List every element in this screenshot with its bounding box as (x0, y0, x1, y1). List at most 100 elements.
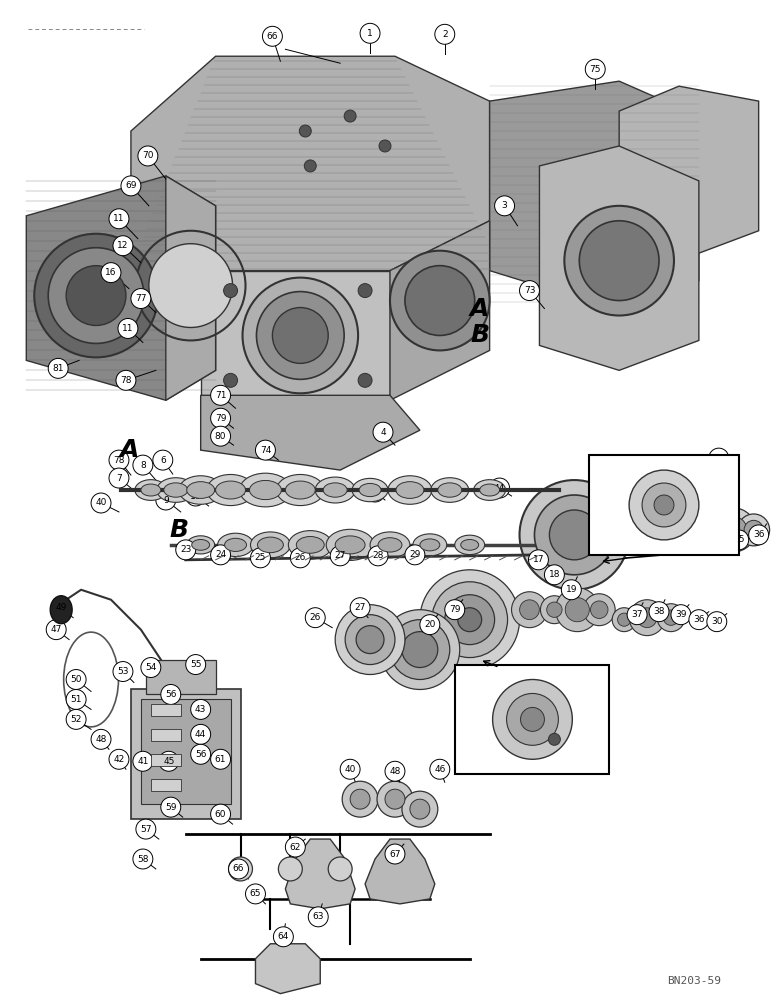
Circle shape (709, 518, 729, 538)
Ellipse shape (315, 477, 355, 503)
Circle shape (161, 797, 181, 817)
Circle shape (46, 620, 66, 640)
Circle shape (579, 221, 659, 301)
Polygon shape (540, 146, 699, 370)
Text: 53: 53 (117, 667, 129, 676)
Text: 19: 19 (566, 585, 577, 594)
Circle shape (627, 605, 647, 625)
Circle shape (153, 450, 173, 470)
Circle shape (676, 520, 692, 536)
Circle shape (642, 483, 686, 527)
Circle shape (101, 263, 121, 283)
Circle shape (385, 761, 405, 781)
Ellipse shape (352, 478, 388, 502)
Circle shape (649, 518, 669, 537)
Circle shape (555, 588, 599, 632)
Text: 4: 4 (380, 428, 386, 437)
Ellipse shape (396, 482, 424, 498)
Text: 78: 78 (120, 376, 132, 385)
Text: 41: 41 (137, 757, 148, 766)
Circle shape (328, 857, 352, 881)
Ellipse shape (249, 480, 281, 500)
Text: 50: 50 (70, 675, 82, 684)
Text: 77: 77 (135, 294, 147, 303)
Text: 8: 8 (140, 461, 146, 470)
Circle shape (561, 580, 581, 600)
Circle shape (738, 514, 770, 546)
Circle shape (544, 565, 564, 585)
Circle shape (191, 699, 211, 719)
Ellipse shape (187, 482, 215, 498)
Circle shape (304, 160, 317, 172)
Text: 40: 40 (344, 765, 356, 774)
Ellipse shape (135, 480, 167, 500)
Circle shape (643, 512, 675, 544)
Text: 26: 26 (310, 613, 321, 622)
Circle shape (529, 550, 548, 570)
Ellipse shape (286, 481, 315, 499)
Text: 36: 36 (753, 530, 764, 539)
Text: 56: 56 (195, 750, 206, 759)
Circle shape (191, 744, 211, 764)
Bar (151, 704, 181, 716)
Text: B: B (470, 323, 489, 347)
Text: 69: 69 (125, 181, 137, 190)
Ellipse shape (258, 537, 283, 553)
Circle shape (493, 680, 572, 759)
Ellipse shape (191, 539, 210, 550)
Text: 64: 64 (278, 932, 289, 941)
Text: 36: 36 (693, 615, 705, 624)
Text: 6: 6 (160, 456, 166, 465)
Circle shape (377, 781, 413, 817)
Text: 11: 11 (113, 214, 125, 223)
Circle shape (520, 600, 540, 620)
Circle shape (66, 689, 86, 709)
Ellipse shape (218, 533, 253, 557)
Bar (146, 660, 215, 694)
Circle shape (245, 884, 266, 904)
Text: 28: 28 (372, 551, 384, 560)
Circle shape (564, 206, 674, 316)
Circle shape (512, 592, 547, 628)
Ellipse shape (370, 532, 410, 558)
Circle shape (654, 495, 674, 515)
Circle shape (589, 515, 609, 535)
Ellipse shape (289, 531, 332, 559)
Circle shape (445, 600, 465, 620)
Circle shape (34, 234, 157, 357)
Ellipse shape (141, 484, 161, 496)
Text: 45: 45 (163, 757, 174, 766)
Text: B: B (169, 518, 188, 542)
Circle shape (350, 789, 370, 809)
Text: 79: 79 (215, 414, 226, 423)
Circle shape (385, 844, 405, 864)
Circle shape (584, 594, 615, 626)
Text: 22: 22 (594, 520, 604, 529)
Circle shape (565, 598, 589, 622)
Text: 57: 57 (140, 825, 151, 834)
Ellipse shape (276, 474, 324, 506)
Circle shape (109, 450, 129, 470)
Text: A: A (470, 297, 489, 321)
Text: 29: 29 (409, 550, 421, 559)
Circle shape (647, 532, 667, 552)
Circle shape (335, 605, 405, 675)
Circle shape (691, 510, 726, 546)
Circle shape (698, 517, 720, 539)
Text: 24: 24 (215, 550, 226, 559)
Text: 70: 70 (142, 151, 154, 160)
Circle shape (224, 373, 238, 387)
Circle shape (689, 610, 709, 630)
Circle shape (520, 480, 629, 590)
Text: 47: 47 (50, 625, 62, 634)
Text: 38: 38 (653, 607, 665, 616)
Text: 18: 18 (549, 570, 560, 579)
Circle shape (435, 24, 455, 44)
Circle shape (262, 26, 283, 46)
Circle shape (550, 510, 599, 560)
Text: 32: 32 (672, 537, 682, 546)
Circle shape (622, 518, 646, 542)
Text: 78: 78 (113, 456, 125, 465)
Circle shape (445, 595, 495, 645)
Bar (151, 779, 181, 791)
